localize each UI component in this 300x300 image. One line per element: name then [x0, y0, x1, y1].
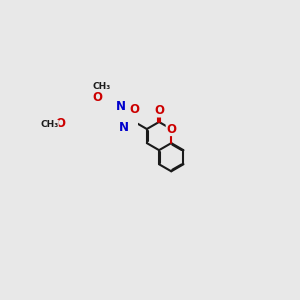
- Text: O: O: [56, 117, 66, 130]
- Text: N: N: [118, 121, 128, 134]
- Text: N: N: [116, 100, 126, 113]
- Text: O: O: [166, 122, 176, 136]
- Text: O: O: [129, 103, 139, 116]
- Text: CH₃: CH₃: [93, 82, 111, 91]
- Text: CH₃: CH₃: [40, 120, 58, 129]
- Text: O: O: [154, 104, 164, 117]
- Text: O: O: [92, 91, 102, 103]
